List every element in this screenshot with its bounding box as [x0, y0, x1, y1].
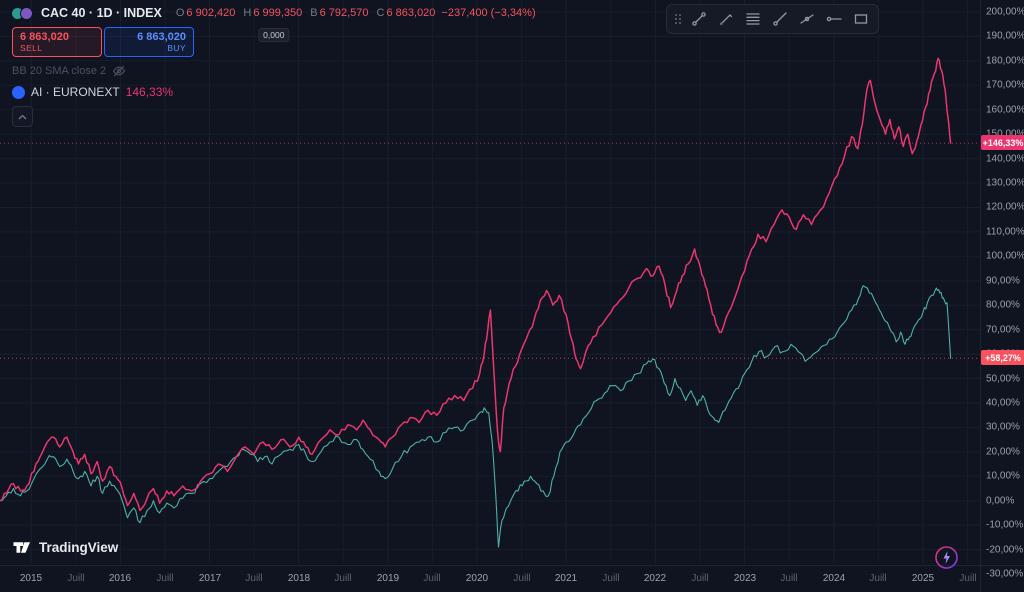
- collapse-legend-button[interactable]: [12, 106, 33, 128]
- y-axis-label: 0,00%: [986, 495, 1015, 507]
- x-axis-label: 2018: [287, 573, 311, 584]
- y-axis-label: 10,00%: [986, 470, 1020, 482]
- euronext-logo-icon: [20, 6, 33, 20]
- ray-line-icon[interactable]: [768, 8, 792, 30]
- x-axis-label: Juill: [780, 573, 798, 584]
- eye-off-icon[interactable]: [112, 64, 126, 78]
- indicator-legend-row[interactable]: BB 20 SMA close 2: [12, 64, 536, 78]
- y-axis-label: 150,00%: [986, 128, 1024, 140]
- open-value: 6 902,420: [186, 7, 236, 19]
- horizontal-ray-icon[interactable]: [822, 8, 846, 30]
- high-value: 6 999,350: [253, 7, 303, 19]
- x-axis-label: 2016: [108, 573, 132, 584]
- y-axis-label: 70,00%: [986, 324, 1020, 336]
- y-axis-label: 30,00%: [986, 421, 1020, 433]
- y-axis-label: -10,00%: [986, 519, 1024, 531]
- tradingview-logo[interactable]: TradingView: [12, 540, 118, 555]
- symbol-legend-row: CAC 40 · 1D · INDEX O 6 902,420 H 6 999,…: [12, 6, 536, 20]
- y-axis-label: 20,00%: [986, 446, 1020, 458]
- x-axis-label: 2023: [733, 573, 757, 584]
- tradingview-logomark-icon: [13, 542, 30, 553]
- spread-value: 0,000: [258, 28, 290, 42]
- lightning-bolt-icon: [935, 546, 958, 569]
- buy-price: 6 863,020: [137, 31, 186, 43]
- x-axis-label: Juill: [334, 573, 352, 584]
- sell-price: 6 863,020: [20, 31, 69, 43]
- y-axis-label: 190,00%: [986, 30, 1024, 42]
- compare-legend-row[interactable]: AI · EURONEXT 146,33%: [12, 85, 536, 99]
- buy-label: BUY: [167, 42, 186, 53]
- time-axis[interactable]: 2015 Juill 2016 Juill 2017 Juill 2018 Juill 2019…: [0, 565, 1024, 592]
- fib-retracement-icon[interactable]: [741, 8, 765, 30]
- y-axis-label: 100,00%: [986, 250, 1024, 262]
- rectangle-icon[interactable]: [849, 8, 873, 30]
- x-axis-label: 2017: [198, 573, 222, 584]
- y-axis-label: 160,00%: [986, 104, 1024, 116]
- x-axis-label: Juill: [691, 573, 709, 584]
- y-axis-label: 140,00%: [986, 153, 1024, 165]
- x-axis-label: 2020: [465, 573, 489, 584]
- x-axis-label: Juill: [869, 573, 887, 584]
- x-axis-label: Juill: [423, 573, 441, 584]
- y-axis-label: 170,00%: [986, 79, 1024, 91]
- price-badge: +146,33%: [981, 135, 1024, 150]
- y-axis-label: 40,00%: [986, 397, 1020, 409]
- y-axis-label: -30,00%: [986, 568, 1024, 580]
- sell-label: SELL: [20, 42, 43, 53]
- series-ai-euronext: [0, 57, 952, 512]
- buy-button[interactable]: 6 863,020 BUY: [104, 27, 194, 58]
- symbol-title[interactable]: CAC 40 · 1D · INDEX: [41, 6, 162, 20]
- change-value: −237,400 (−3,34%): [441, 7, 536, 19]
- measure-line-icon[interactable]: [795, 8, 819, 30]
- x-axis-label: 2015: [19, 573, 43, 584]
- y-axis-label: 200,00%: [986, 6, 1024, 18]
- cac40-logo-icon: [12, 7, 23, 19]
- x-axis-label: Juill: [959, 573, 977, 584]
- high-label: H: [243, 7, 252, 19]
- low-value: 6 792,570: [319, 7, 369, 19]
- trend-line-icon[interactable]: [687, 8, 711, 30]
- y-axis-label: 130,00%: [986, 177, 1024, 189]
- close-label: C: [376, 7, 385, 19]
- series-cac40: [0, 285, 952, 548]
- open-label: O: [175, 7, 185, 19]
- compare-change: 146,33%: [125, 85, 174, 100]
- compare-symbol[interactable]: AI · EURONEXT: [31, 85, 120, 100]
- ohlc-values: O 6 902,420 H 6 999,350 B 6 792,570 C 6 …: [170, 7, 536, 19]
- y-axis-label: 80,00%: [986, 299, 1020, 311]
- drag-handle-icon[interactable]: [672, 8, 684, 30]
- price-badge: +58,27%: [981, 350, 1024, 365]
- price-scale[interactable]: 200,00% 190,00% 180,00% 170,00% 160,00% 150,0…: [980, 0, 1024, 592]
- y-axis-label: 110,00%: [986, 226, 1024, 238]
- tradingview-wordmark: TradingView: [39, 540, 119, 555]
- sell-button[interactable]: 6 863,020 SELL: [12, 27, 102, 58]
- x-axis-label: Juill: [513, 573, 531, 584]
- y-axis-label: 180,00%: [986, 55, 1024, 67]
- low-label: B: [310, 7, 318, 19]
- close-value: 6 863,020: [386, 7, 436, 19]
- x-axis-label: 2024: [822, 573, 846, 584]
- x-axis-label: Juill: [245, 573, 263, 584]
- chart-legend: CAC 40 · 1D · INDEX O 6 902,420 H 6 999,…: [12, 6, 536, 134]
- indicator-title[interactable]: BB 20 SMA close 2: [12, 65, 107, 78]
- y-axis-label: 120,00%: [986, 201, 1024, 213]
- legend-collapse-row: [12, 106, 536, 128]
- x-axis-label: 2025: [911, 573, 935, 584]
- boost-button[interactable]: [934, 545, 959, 570]
- chevron-up-icon: [18, 114, 27, 120]
- y-axis-label: 90,00%: [986, 275, 1020, 287]
- x-axis-label: 2022: [643, 573, 667, 584]
- x-axis-label: Juill: [67, 573, 85, 584]
- trade-panel: 6 863,020 SELL 0,000 6 863,020 BUY: [12, 27, 536, 58]
- x-axis-label: Juill: [156, 573, 174, 584]
- y-axis-label: -20,00%: [986, 544, 1024, 556]
- x-axis-label: 2021: [554, 573, 578, 584]
- x-axis-label: 2019: [376, 573, 400, 584]
- drawing-toolbar: [666, 4, 879, 34]
- y-axis-label: 50,00%: [986, 373, 1020, 385]
- air-liquide-logo-icon: [12, 85, 25, 99]
- x-axis-label: Juill: [602, 573, 620, 584]
- brush-icon[interactable]: [714, 8, 738, 30]
